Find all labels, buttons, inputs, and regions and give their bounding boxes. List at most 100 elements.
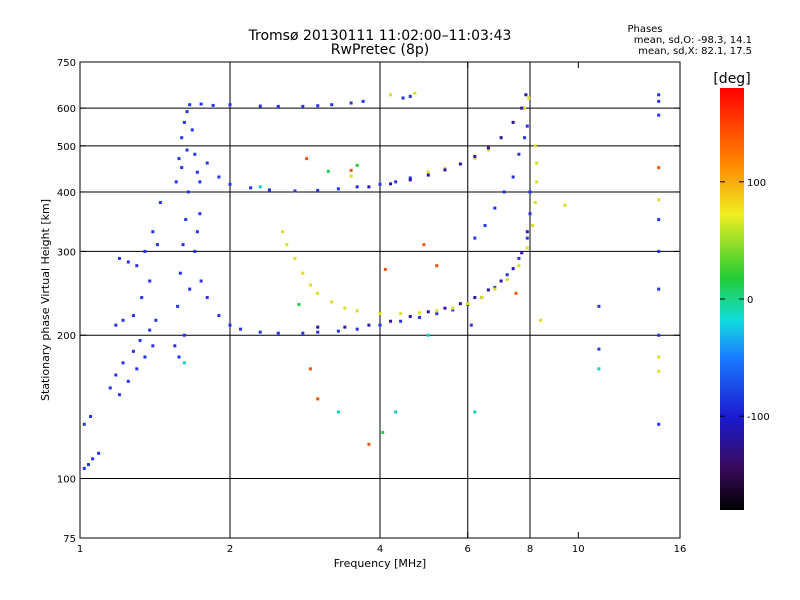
data-point xyxy=(520,106,524,110)
data-point xyxy=(121,318,125,322)
data-point xyxy=(511,120,515,124)
data-point xyxy=(458,302,462,306)
data-point xyxy=(520,251,524,255)
data-point xyxy=(126,260,130,264)
data-point xyxy=(657,113,661,117)
x-axis-label: Frequency [MHz] xyxy=(334,557,426,570)
data-points xyxy=(82,91,661,470)
data-point xyxy=(443,306,447,310)
data-point xyxy=(499,279,503,283)
data-point xyxy=(458,162,462,166)
data-point xyxy=(211,103,215,107)
data-point xyxy=(198,212,202,216)
data-point xyxy=(525,246,529,250)
data-point xyxy=(276,104,280,108)
data-point xyxy=(473,154,477,158)
y-tick-label: 300 xyxy=(57,247,76,258)
data-point xyxy=(473,410,477,414)
data-point xyxy=(349,174,353,178)
data-point xyxy=(177,157,181,161)
data-point xyxy=(483,224,487,228)
phases-o-stats: mean, sd,O: -98.3, 14.1 xyxy=(634,35,752,46)
data-point xyxy=(308,367,312,371)
data-point xyxy=(523,106,527,110)
axis-ticks: 1 2 4 6 8 10 16 75 100 200 300 400 500 600 750 xyxy=(57,58,686,555)
data-point xyxy=(511,175,515,179)
y-tick-label: 500 xyxy=(57,142,76,153)
data-point xyxy=(527,96,531,100)
data-point xyxy=(355,327,359,331)
data-point xyxy=(473,236,477,240)
data-point xyxy=(330,300,334,304)
y-tick-label: 600 xyxy=(57,104,76,115)
data-point xyxy=(657,218,661,222)
colorbar-label: [deg] xyxy=(713,71,750,87)
data-point xyxy=(89,414,93,418)
data-point xyxy=(176,304,180,308)
data-point xyxy=(597,347,601,351)
data-point xyxy=(180,166,184,170)
data-point xyxy=(182,120,186,124)
data-point xyxy=(182,333,186,337)
data-point xyxy=(249,186,253,190)
colorbar-ticks: -100 0 100 xyxy=(720,178,770,423)
data-point xyxy=(539,318,543,322)
data-point xyxy=(135,264,139,268)
data-point xyxy=(281,230,285,234)
data-point xyxy=(657,166,661,170)
data-point xyxy=(355,185,359,189)
data-point xyxy=(511,267,515,271)
data-point xyxy=(131,314,135,318)
data-point xyxy=(528,190,532,194)
data-point xyxy=(285,243,289,247)
data-point xyxy=(389,319,393,323)
data-point xyxy=(355,163,359,167)
data-point xyxy=(114,373,118,377)
data-point xyxy=(657,249,661,253)
data-point xyxy=(316,325,320,329)
data-point xyxy=(228,103,232,107)
data-point xyxy=(188,103,192,107)
data-point xyxy=(199,102,203,106)
chart-title: Tromsø 20130111 11:02:00–11:03:43 xyxy=(248,28,512,44)
chart-subtitle: RwPretec (8p) xyxy=(331,42,429,58)
data-point xyxy=(378,182,382,186)
data-point xyxy=(148,279,152,283)
x-tick-label: 16 xyxy=(674,544,687,555)
data-point xyxy=(193,152,197,156)
data-point xyxy=(180,136,184,140)
data-point xyxy=(378,323,382,327)
data-point xyxy=(378,312,382,316)
data-point xyxy=(657,198,661,202)
data-point xyxy=(493,285,497,289)
data-point xyxy=(143,249,147,253)
data-point xyxy=(657,333,661,337)
data-point xyxy=(258,185,262,189)
data-point xyxy=(417,315,421,319)
colorbar-tick-label: 100 xyxy=(747,178,766,189)
colorbar-tick-label: -100 xyxy=(747,412,770,423)
data-point xyxy=(383,267,387,271)
data-point xyxy=(326,169,330,173)
data-point xyxy=(473,296,477,300)
data-point xyxy=(316,397,320,401)
data-point xyxy=(426,173,430,177)
data-point xyxy=(443,168,447,172)
data-point xyxy=(316,330,320,334)
data-point xyxy=(135,367,139,371)
data-point xyxy=(155,243,159,247)
data-point xyxy=(502,190,506,194)
y-axis-label: Stationary phase Virtual Height [km] xyxy=(39,199,52,401)
data-point xyxy=(480,296,484,300)
data-point xyxy=(367,442,371,446)
data-point xyxy=(525,236,529,240)
data-point xyxy=(525,124,529,128)
data-point xyxy=(193,249,197,253)
data-point xyxy=(205,161,209,165)
data-point xyxy=(184,218,188,222)
data-point xyxy=(408,314,412,318)
data-point xyxy=(297,303,301,307)
data-point xyxy=(173,344,177,348)
data-point xyxy=(151,230,155,234)
